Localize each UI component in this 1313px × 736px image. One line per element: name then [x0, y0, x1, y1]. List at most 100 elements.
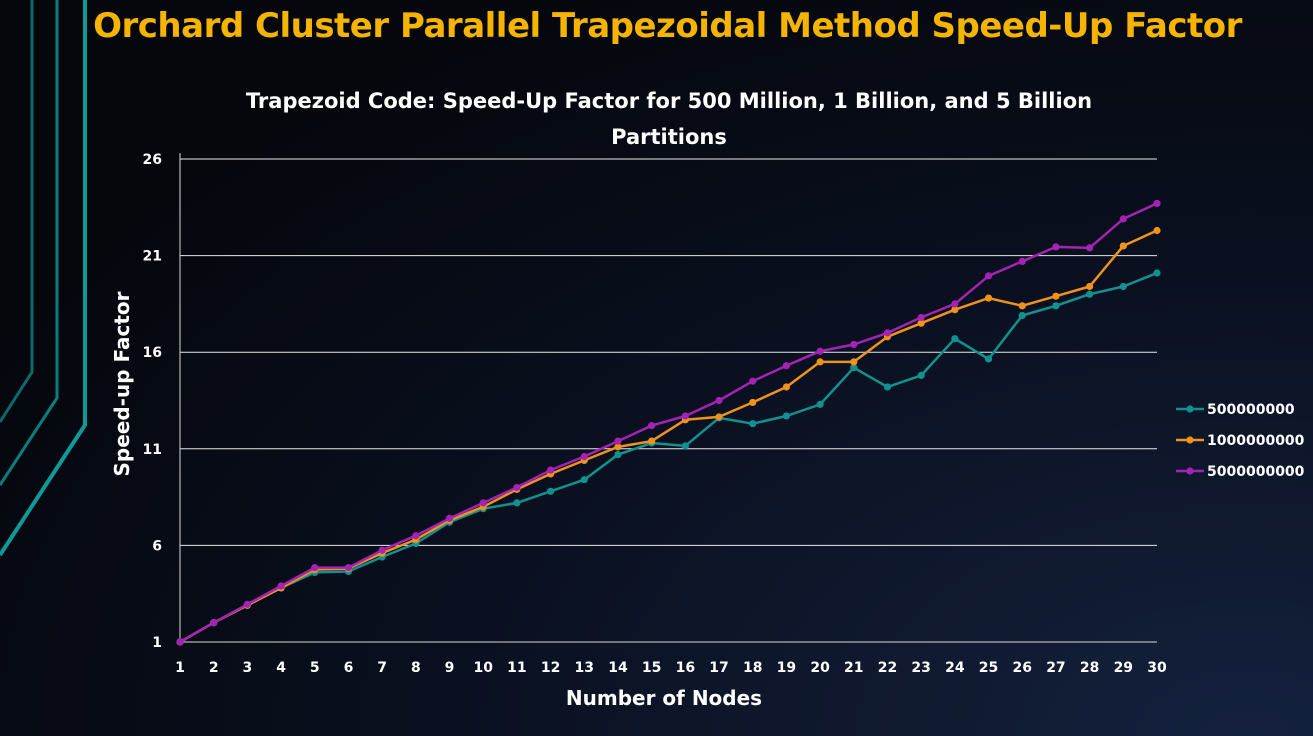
legend-label: 1000000000: [1207, 433, 1305, 449]
data-point: [681, 412, 689, 420]
x-tick-label: 18: [743, 660, 762, 676]
data-point: [850, 358, 858, 366]
y-tick-label: 26: [143, 152, 162, 168]
x-tick-label: 26: [1012, 660, 1031, 676]
legend-swatch-marker: [1186, 436, 1194, 444]
data-point: [176, 638, 184, 646]
data-point: [715, 396, 723, 405]
data-point: [951, 335, 959, 343]
x-tick-label: 29: [1114, 660, 1133, 676]
x-tick-label: 2: [209, 660, 219, 676]
legend-label: 500000000: [1207, 402, 1295, 418]
data-point: [984, 294, 993, 302]
series-line-5000000000: [179, 202, 1158, 644]
series-1000000000: [176, 226, 1161, 646]
x-tick-label: 23: [911, 660, 930, 676]
x-tick-label: 27: [1046, 660, 1065, 676]
data-point: [580, 452, 588, 461]
data-point: [816, 358, 824, 366]
x-tick-label: 8: [411, 660, 421, 676]
data-point: [1018, 257, 1026, 265]
data-point: [1086, 282, 1094, 291]
data-point: [749, 398, 757, 407]
data-point: [580, 476, 588, 484]
x-axis-label: Number of Nodes: [566, 686, 762, 710]
data-point: [648, 422, 656, 430]
x-tick-label: 16: [676, 660, 695, 676]
data-point: [1153, 226, 1161, 235]
legend-swatch-marker: [1186, 405, 1194, 413]
series-line-500000000: [179, 271, 1158, 644]
plot-area: [176, 199, 1161, 646]
legend-item-1000000000: 1000000000: [1176, 433, 1305, 449]
data-point: [1052, 243, 1060, 251]
x-tick-label: 15: [642, 660, 661, 676]
x-tick-label: 13: [575, 660, 594, 676]
x-tick-label: 1: [175, 660, 185, 676]
x-tick-label: 10: [473, 660, 493, 676]
chart-title-line-1: Trapezoid Code: Speed-Up Factor for 500 …: [246, 89, 1092, 113]
data-point: [782, 383, 791, 391]
legend-swatch-marker: [1186, 467, 1194, 475]
x-tick-label: 4: [276, 660, 286, 676]
data-point: [951, 306, 959, 314]
data-point: [749, 420, 757, 428]
data-point: [1086, 244, 1094, 252]
x-tick-label: 30: [1147, 660, 1167, 676]
data-point: [614, 443, 622, 451]
x-tick-label: 20: [810, 660, 830, 676]
data-point: [311, 564, 319, 572]
data-point: [816, 400, 824, 408]
data-point: [513, 499, 521, 507]
x-tick-label: 28: [1080, 660, 1099, 676]
data-point: [378, 546, 386, 554]
data-point: [883, 383, 892, 391]
data-point: [479, 499, 487, 507]
y-tick-label: 1: [152, 635, 162, 651]
data-point: [1018, 311, 1026, 320]
data-point: [883, 329, 892, 337]
data-point: [546, 487, 555, 495]
data-point: [917, 371, 925, 379]
x-tick-label: 22: [878, 660, 897, 676]
chart-title-line-2: Partitions: [611, 125, 727, 149]
data-point: [1119, 215, 1127, 223]
data-point: [210, 619, 218, 627]
series-line-1000000000: [179, 229, 1158, 644]
data-point: [850, 364, 858, 372]
x-tick-label: 5: [310, 660, 320, 676]
data-point: [984, 272, 993, 280]
data-point: [412, 532, 420, 540]
data-point: [984, 355, 993, 363]
data-point: [344, 564, 353, 572]
y-tick-label: 21: [143, 249, 162, 265]
data-point: [1153, 269, 1161, 277]
data-point: [513, 483, 521, 492]
data-point: [243, 600, 251, 608]
data-point: [917, 319, 925, 327]
x-tick-label: 3: [243, 660, 253, 676]
legend-item-500000000: 500000000: [1176, 402, 1295, 418]
legend-item-5000000000: 5000000000: [1176, 464, 1305, 480]
data-point: [277, 582, 285, 590]
x-tick-label: 19: [777, 660, 796, 676]
y-axis-label: Speed-up Factor: [110, 291, 134, 476]
gridlines: [180, 158, 1157, 546]
x-tick-label: 21: [844, 660, 863, 676]
data-point: [1086, 290, 1094, 298]
series-500000000: [176, 269, 1161, 646]
data-point: [546, 466, 555, 474]
data-point: [749, 377, 757, 385]
data-point: [1153, 199, 1161, 208]
data-point: [1119, 282, 1127, 291]
x-tick-labels: 1 2 3 4 5 6 7 8 9 10 11 12 13 14 15 16 17 18 19 20 21 22 23 24 2…: [175, 660, 1167, 676]
data-point: [1052, 302, 1060, 310]
data-point: [782, 362, 791, 370]
x-tick-label: 24: [945, 660, 965, 676]
data-point: [1052, 292, 1060, 300]
data-point: [816, 347, 824, 355]
data-point: [1018, 302, 1026, 310]
decorative-lines: [0, 0, 87, 557]
data-point: [917, 313, 925, 322]
